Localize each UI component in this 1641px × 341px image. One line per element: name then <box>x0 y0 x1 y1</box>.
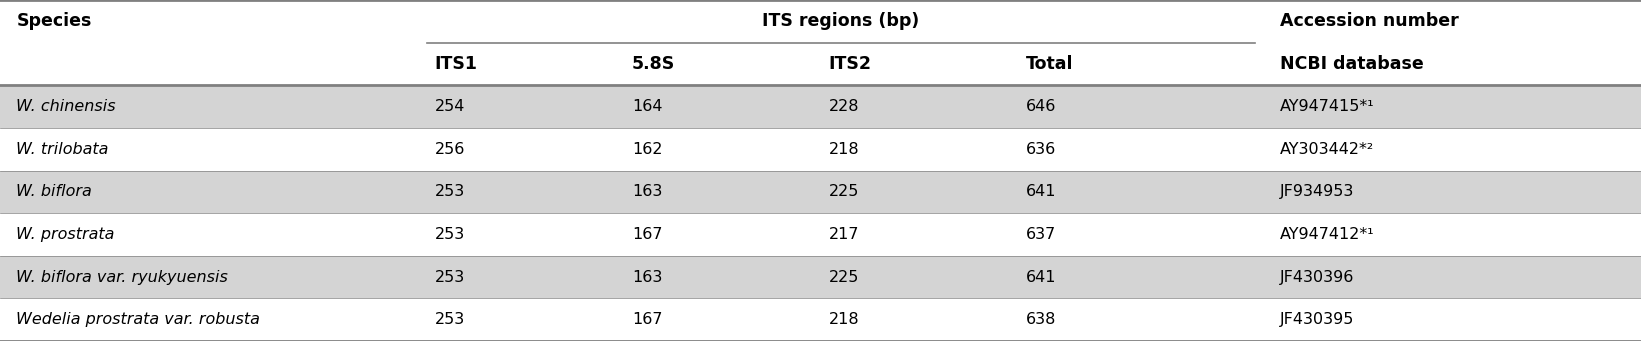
Text: Species: Species <box>16 12 92 30</box>
Text: 256: 256 <box>435 142 466 157</box>
Text: W. trilobata: W. trilobata <box>16 142 108 157</box>
Text: 641: 641 <box>1026 184 1057 199</box>
Text: 641: 641 <box>1026 270 1057 284</box>
Text: JF430396: JF430396 <box>1280 270 1354 284</box>
Bar <box>0 298 1641 341</box>
Text: ITS2: ITS2 <box>829 55 871 73</box>
Text: 637: 637 <box>1026 227 1055 242</box>
Text: 167: 167 <box>632 227 663 242</box>
Text: 163: 163 <box>632 184 663 199</box>
Text: 218: 218 <box>829 312 860 327</box>
Text: Wedelia prostrata var. robusta: Wedelia prostrata var. robusta <box>16 312 261 327</box>
Text: 228: 228 <box>829 99 860 114</box>
Text: 162: 162 <box>632 142 663 157</box>
Text: 225: 225 <box>829 184 860 199</box>
Text: 254: 254 <box>435 99 466 114</box>
Text: W. chinensis: W. chinensis <box>16 99 117 114</box>
Bar <box>0 128 1641 170</box>
Text: 218: 218 <box>829 142 860 157</box>
Text: W. prostrata: W. prostrata <box>16 227 115 242</box>
Text: 167: 167 <box>632 312 663 327</box>
Text: 163: 163 <box>632 270 663 284</box>
Text: 217: 217 <box>829 227 860 242</box>
Bar <box>0 213 1641 256</box>
Text: NCBI database: NCBI database <box>1280 55 1424 73</box>
Bar <box>0 85 1641 128</box>
Text: 638: 638 <box>1026 312 1057 327</box>
Text: AY303442*²: AY303442*² <box>1280 142 1374 157</box>
Text: Accession number: Accession number <box>1280 12 1459 30</box>
Text: Total: Total <box>1026 55 1073 73</box>
Text: JF934953: JF934953 <box>1280 184 1354 199</box>
Text: 253: 253 <box>435 312 464 327</box>
Text: W. biflora var. ryukyuensis: W. biflora var. ryukyuensis <box>16 270 228 284</box>
Bar <box>0 170 1641 213</box>
Text: 253: 253 <box>435 270 464 284</box>
Text: 225: 225 <box>829 270 860 284</box>
Text: 253: 253 <box>435 184 464 199</box>
Text: 636: 636 <box>1026 142 1055 157</box>
Text: AY947412*¹: AY947412*¹ <box>1280 227 1375 242</box>
Text: ITS1: ITS1 <box>435 55 478 73</box>
Text: AY947415*¹: AY947415*¹ <box>1280 99 1375 114</box>
Text: 164: 164 <box>632 99 663 114</box>
Text: JF430395: JF430395 <box>1280 312 1354 327</box>
Text: ITS regions (bp): ITS regions (bp) <box>763 12 919 30</box>
Text: W. biflora: W. biflora <box>16 184 92 199</box>
Text: 5.8S: 5.8S <box>632 55 674 73</box>
Bar <box>0 256 1641 298</box>
Text: 646: 646 <box>1026 99 1057 114</box>
Text: 253: 253 <box>435 227 464 242</box>
